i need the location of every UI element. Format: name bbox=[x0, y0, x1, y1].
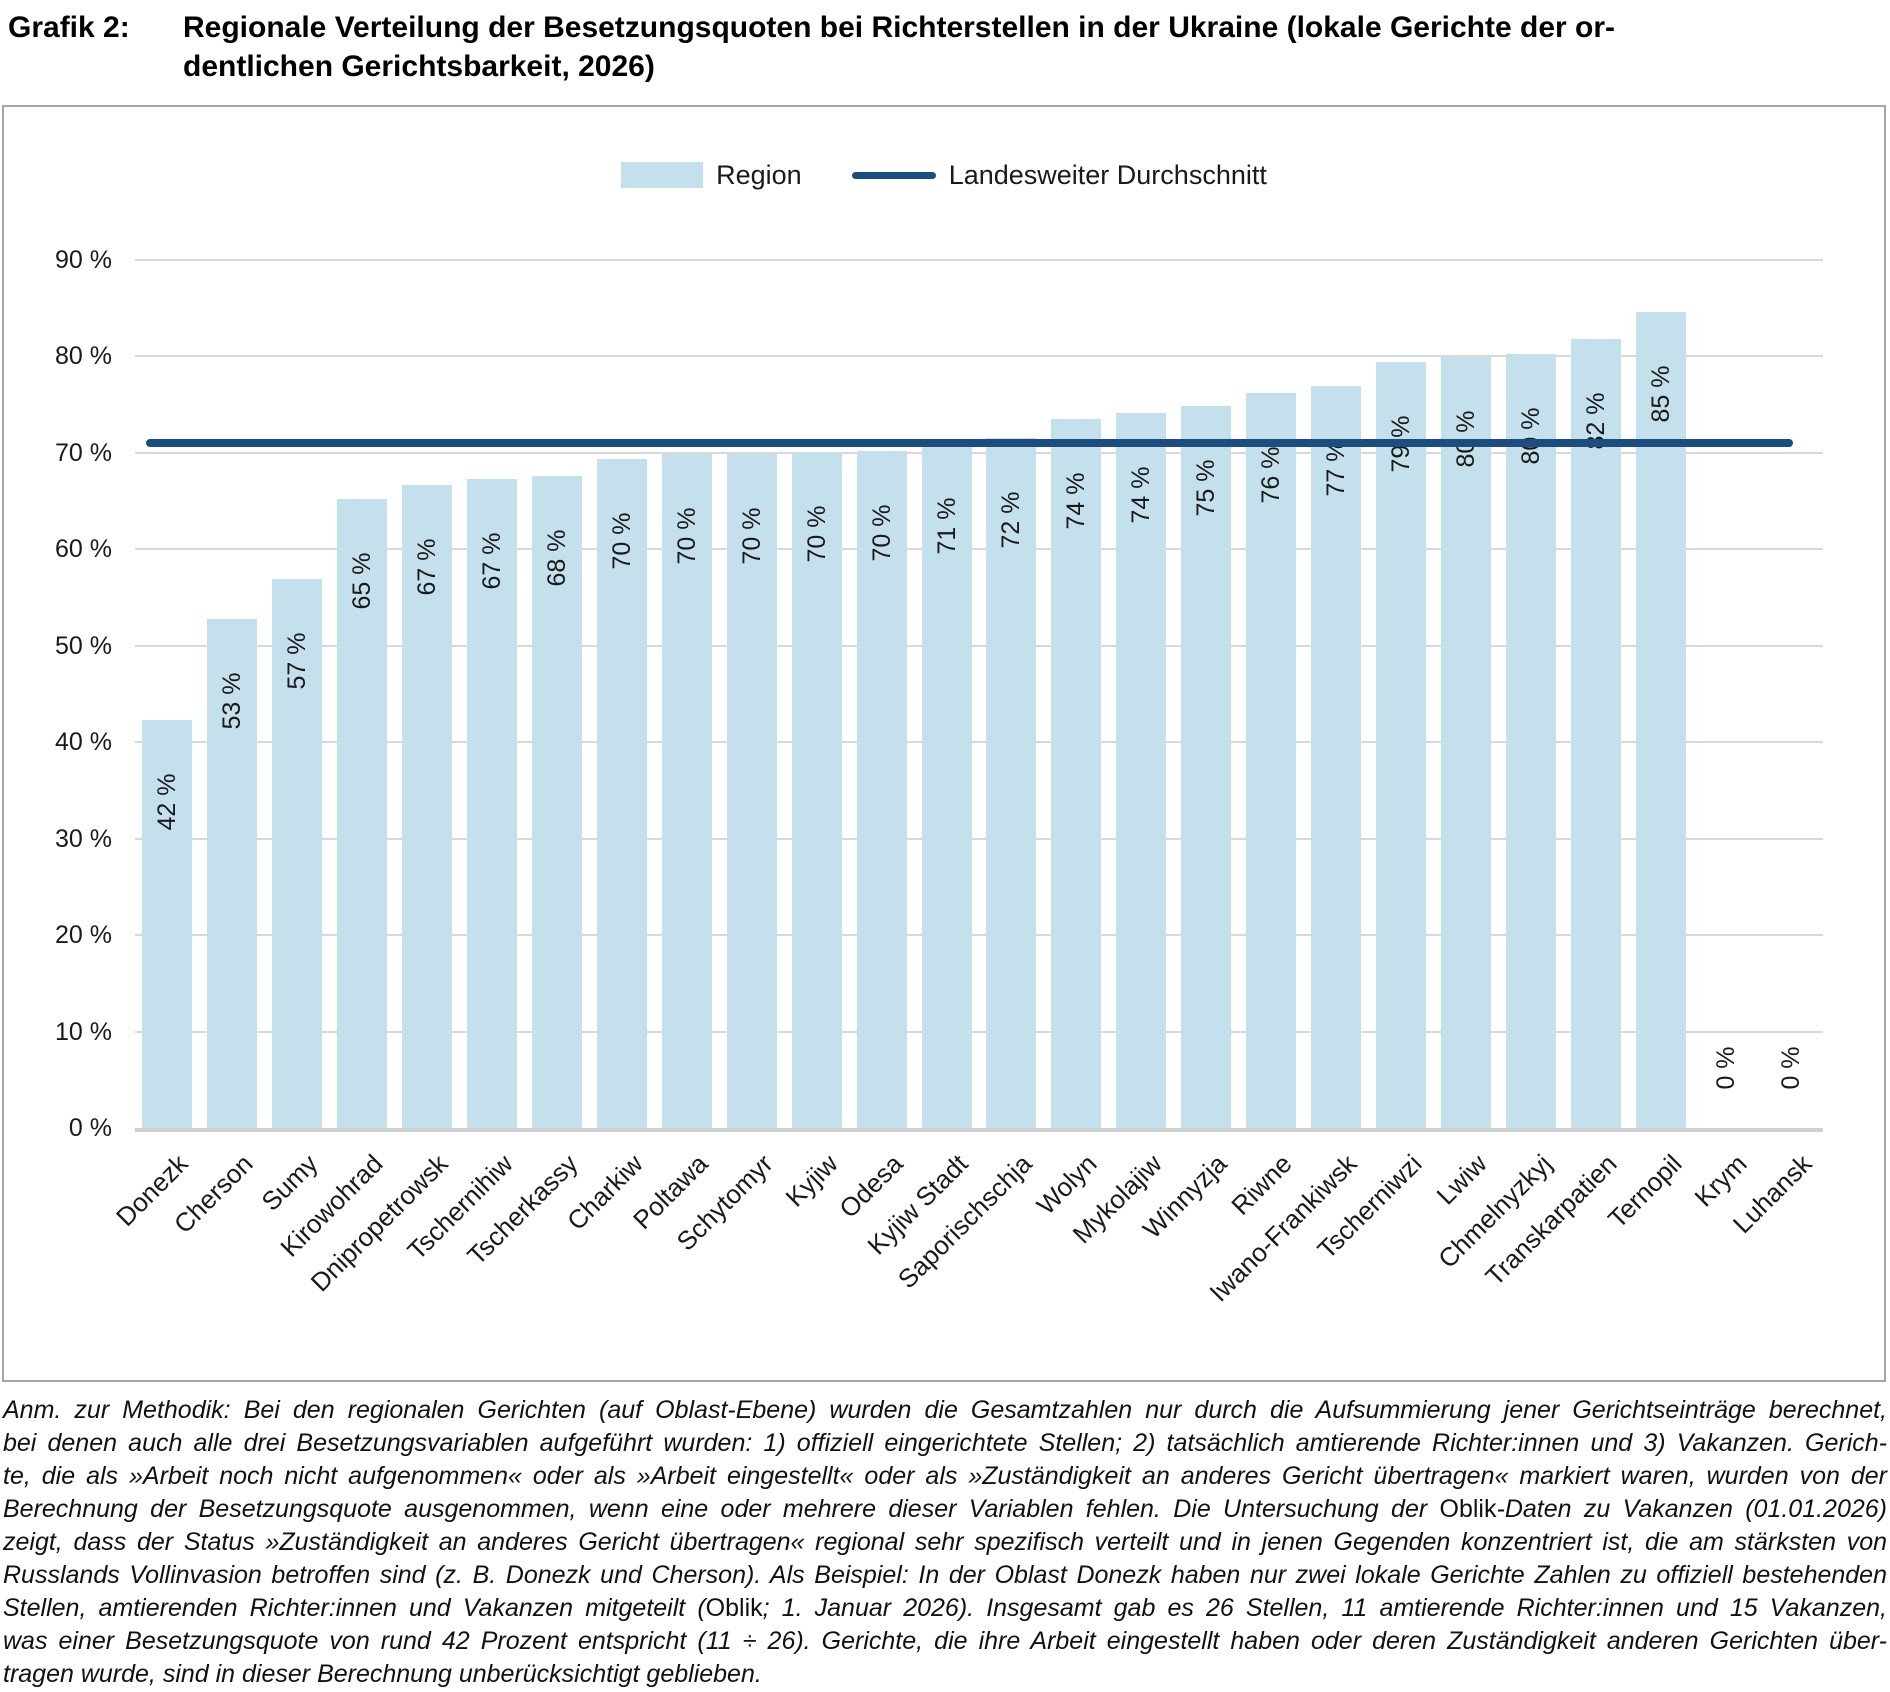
bar bbox=[986, 438, 1037, 1128]
bar-value-label: 80 % bbox=[1516, 407, 1545, 465]
chart-legend: Region Landesweiter Durchschnitt bbox=[4, 160, 1884, 190]
bar bbox=[1376, 362, 1426, 1128]
note-line: was einer Besetzungsquote von rund 42 Pr… bbox=[3, 1627, 1887, 1655]
bar bbox=[272, 579, 323, 1128]
gridline bbox=[135, 741, 1823, 744]
bar bbox=[1311, 386, 1362, 1128]
bar bbox=[142, 720, 193, 1128]
bar bbox=[1116, 413, 1167, 1128]
note-line: tragen wurde, sind in dieser Berechnung … bbox=[3, 1660, 762, 1688]
gridline bbox=[135, 548, 1823, 551]
bar bbox=[1635, 312, 1686, 1128]
bar bbox=[532, 476, 582, 1128]
bar-value-label: 72 % bbox=[997, 491, 1026, 549]
region-swatch-icon bbox=[621, 162, 704, 188]
note-line: zeigt, dass der Status »Zuständigkeit an… bbox=[3, 1528, 1887, 1556]
bar-value-label: 57 % bbox=[283, 632, 312, 690]
y-axis-tick-label: 60 % bbox=[55, 535, 112, 564]
x-axis-line bbox=[135, 1128, 1823, 1132]
y-axis-tick-label: 0 % bbox=[68, 1114, 112, 1142]
bar-value-label: 65 % bbox=[348, 552, 377, 610]
y-axis-tick-label: 80 % bbox=[55, 342, 112, 371]
bar bbox=[921, 444, 972, 1128]
bar-value-label: 77 % bbox=[1322, 439, 1351, 497]
y-axis-tick-label: 50 % bbox=[55, 631, 112, 660]
bar bbox=[791, 451, 842, 1128]
bar-value-label: 70 % bbox=[737, 507, 766, 565]
average-line bbox=[146, 439, 1793, 448]
bar bbox=[1051, 419, 1102, 1128]
gridline bbox=[135, 451, 1823, 454]
page-title: Regionale Verteilung der Besetzungsquote… bbox=[183, 8, 1883, 86]
bar bbox=[1181, 405, 1232, 1128]
gridline bbox=[135, 837, 1823, 840]
bar-value-label: 71 % bbox=[932, 497, 961, 555]
page-title-line-1: Regionale Verteilung der Besetzungsquote… bbox=[183, 11, 1616, 44]
bar bbox=[1440, 357, 1491, 1128]
y-axis-tick-label: 70 % bbox=[55, 438, 112, 467]
y-axis-tick-label: 40 % bbox=[55, 728, 112, 757]
gridline bbox=[135, 644, 1823, 647]
bar bbox=[402, 484, 453, 1128]
bar bbox=[596, 458, 647, 1128]
note-line: Berechnung der Besetzungsquote ausgenomm… bbox=[3, 1495, 1887, 1523]
legend-average-label: Landesweiter Durchschnitt bbox=[948, 159, 1267, 190]
note-line: Stellen, amtierenden Richter:innen und V… bbox=[3, 1594, 1887, 1622]
average-line-icon bbox=[851, 171, 936, 179]
bar-value-label: 42 % bbox=[153, 773, 182, 831]
bar-value-label: 70 % bbox=[802, 505, 831, 563]
note-line: te, die als »Arbeit noch nicht aufgenomm… bbox=[3, 1462, 1887, 1490]
note-line: Russlands Vollinvasion betroffen sind (z… bbox=[3, 1561, 1887, 1589]
bar bbox=[1246, 393, 1297, 1128]
bar bbox=[856, 450, 907, 1128]
bar-value-label: 76 % bbox=[1257, 446, 1286, 504]
legend-item-average: Landesweiter Durchschnitt bbox=[851, 159, 1267, 191]
legend-item-region: Region bbox=[621, 160, 802, 191]
note-line: bei denen auch alle drei Besetzungsvaria… bbox=[3, 1429, 1887, 1457]
chart-area: Region Landesweiter Durchschnitt 0 % 10 %… bbox=[2, 105, 1886, 1382]
figure-label: Grafik 2: bbox=[8, 11, 130, 44]
bar bbox=[337, 499, 388, 1128]
bar-value-label: 0 % bbox=[1711, 1046, 1740, 1090]
bar-value-label: 70 % bbox=[607, 512, 636, 570]
bar bbox=[661, 453, 712, 1128]
gridline bbox=[135, 1030, 1823, 1033]
bar bbox=[726, 453, 777, 1128]
bar-value-label: 68 % bbox=[543, 529, 571, 587]
methodology-note: Anm. zur Methodik: Bei den regionalen Ge… bbox=[3, 1394, 1887, 1691]
bar-chart-plot: 0 % 10 % 20 % 30 % 40 % 50 % 60 % 70 % 80 % 90 % 4… bbox=[4, 107, 1884, 1380]
bar-value-label: 75 % bbox=[1192, 459, 1221, 517]
page-title-line-2: dentlichen Gerichtsbarkeit, 2026) bbox=[183, 50, 655, 83]
bar-value-label: 70 % bbox=[867, 504, 896, 562]
bar bbox=[1505, 353, 1556, 1128]
note-line: Anm. zur Methodik: Bei den regionalen Ge… bbox=[3, 1396, 1887, 1424]
y-axis-tick-label: 20 % bbox=[55, 921, 112, 950]
bar-value-label: 67 % bbox=[413, 538, 442, 596]
bar-value-label: 67 % bbox=[478, 532, 507, 590]
bar-value-label: 74 % bbox=[1062, 472, 1091, 530]
y-axis-tick-label: 30 % bbox=[55, 824, 112, 853]
bar bbox=[467, 478, 518, 1128]
bar bbox=[207, 618, 258, 1128]
legend-region-label: Region bbox=[716, 159, 802, 190]
gridline bbox=[135, 355, 1823, 358]
y-axis-tick-label: 10 % bbox=[55, 1017, 112, 1046]
gridline bbox=[135, 934, 1823, 937]
bar-value-label: 82 % bbox=[1581, 392, 1610, 450]
y-axis-tick-label: 90 % bbox=[55, 246, 112, 275]
bar-value-label: 70 % bbox=[672, 507, 701, 565]
gridline bbox=[135, 259, 1823, 262]
bar bbox=[1570, 339, 1621, 1128]
bar-value-label: 53 % bbox=[218, 672, 247, 730]
bar-value-label: 0 % bbox=[1776, 1046, 1805, 1090]
